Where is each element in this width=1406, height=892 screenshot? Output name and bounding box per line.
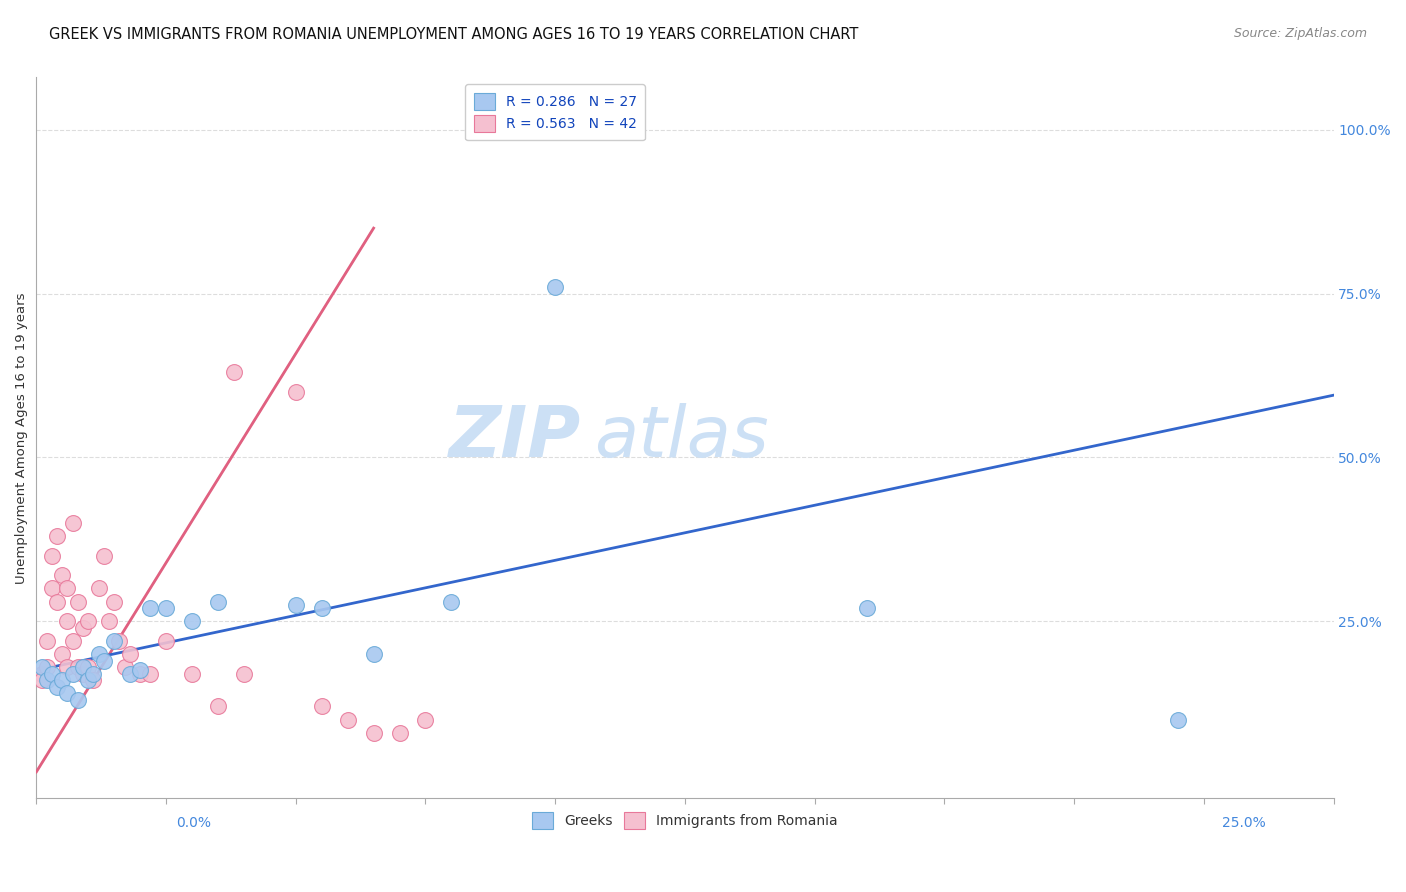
Point [544, 280, 567, 294]
Point [103, 594, 125, 608]
Point [388, 725, 411, 739]
Point [855, 601, 877, 615]
Point [77, 660, 100, 674]
Point [181, 666, 204, 681]
Point [232, 666, 254, 681]
Point [108, 633, 131, 648]
Point [129, 664, 152, 678]
Point [129, 666, 152, 681]
Point [82, 673, 104, 688]
Text: Source: ZipAtlas.com: Source: ZipAtlas.com [1233, 27, 1367, 40]
Point [56, 686, 79, 700]
Point [114, 660, 136, 674]
Point [415, 713, 437, 727]
Point [35, 673, 58, 688]
Point [35, 660, 58, 674]
Point [311, 699, 333, 714]
Point [62, 516, 84, 530]
Point [77, 673, 100, 688]
Point [284, 598, 307, 612]
Point [181, 614, 204, 628]
Text: GREEK VS IMMIGRANTS FROM ROMANIA UNEMPLOYMENT AMONG AGES 16 TO 19 YEARS CORRELAT: GREEK VS IMMIGRANTS FROM ROMANIA UNEMPLO… [49, 27, 859, 42]
Point [440, 594, 463, 608]
Point [72, 660, 94, 674]
Point [118, 666, 141, 681]
Point [284, 384, 307, 399]
Point [363, 647, 385, 661]
Point [103, 633, 125, 648]
Point [51, 673, 73, 688]
Point [336, 713, 359, 727]
Point [72, 621, 94, 635]
Point [51, 647, 73, 661]
Point [62, 633, 84, 648]
Point [66, 594, 89, 608]
Point [87, 647, 110, 661]
Point [66, 660, 89, 674]
Point [56, 614, 79, 628]
Point [87, 582, 110, 596]
Point [62, 666, 84, 681]
Point [46, 680, 69, 694]
Point [222, 365, 245, 379]
Point [363, 725, 385, 739]
Point [66, 693, 89, 707]
Point [46, 594, 69, 608]
Point [56, 582, 79, 596]
Point [41, 582, 63, 596]
Point [139, 666, 162, 681]
Point [31, 666, 53, 681]
Point [155, 633, 177, 648]
Text: 0.0%: 0.0% [176, 816, 211, 830]
Point [118, 647, 141, 661]
Point [31, 660, 53, 674]
Point [93, 654, 115, 668]
Point [77, 614, 100, 628]
Point [72, 666, 94, 681]
Point [207, 699, 229, 714]
Point [41, 549, 63, 563]
Point [51, 568, 73, 582]
Point [207, 594, 229, 608]
Point [41, 666, 63, 681]
Point [46, 529, 69, 543]
Point [155, 601, 177, 615]
Text: ZIP: ZIP [449, 403, 581, 472]
Legend: Greeks, Immigrants from Romania: Greeks, Immigrants from Romania [527, 806, 844, 834]
Point [139, 601, 162, 615]
Point [311, 601, 333, 615]
Point [35, 633, 58, 648]
Text: 25.0%: 25.0% [1222, 816, 1265, 830]
Point [82, 666, 104, 681]
Y-axis label: Unemployment Among Ages 16 to 19 years: Unemployment Among Ages 16 to 19 years [15, 292, 28, 583]
Point [31, 673, 53, 688]
Point [98, 614, 121, 628]
Point [56, 660, 79, 674]
Point [1167, 713, 1189, 727]
Point [93, 549, 115, 563]
Text: atlas: atlas [595, 403, 769, 472]
